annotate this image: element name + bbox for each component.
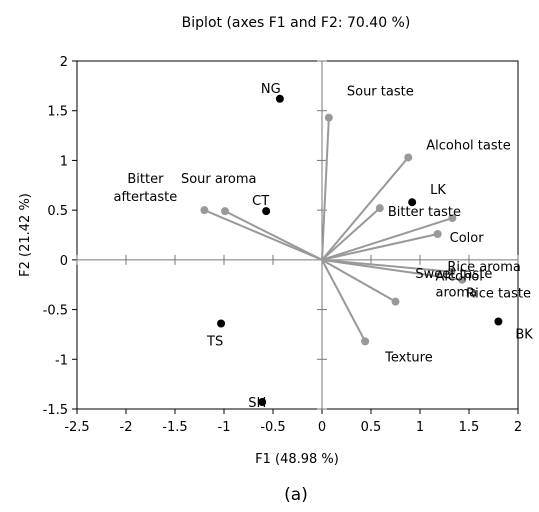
- variable-vector: [321, 258, 463, 281]
- x-tick-label: -2: [120, 420, 133, 435]
- sample-point: [262, 207, 271, 216]
- variable-vector: [321, 258, 452, 273]
- variable-point: [433, 230, 442, 239]
- variable-point: [391, 297, 400, 306]
- x-tick-label: -1.5: [162, 420, 187, 435]
- y-tick-label: -1: [55, 353, 68, 368]
- y-tick-label: 0: [60, 254, 68, 269]
- variable-label: Sour taste: [347, 85, 414, 100]
- sample-point: [275, 94, 284, 103]
- y-tick-label: 1: [60, 154, 68, 169]
- variable-point: [375, 204, 384, 213]
- x-tick-label: 0: [318, 420, 326, 435]
- sample-label: NG: [261, 82, 281, 97]
- y-tick-label: 1.5: [47, 105, 68, 120]
- y-tick-label: -1.5: [43, 403, 68, 418]
- sample-label: LK: [430, 183, 446, 198]
- sample-point: [217, 319, 226, 328]
- variable-label: Alcohol aroma: [436, 270, 483, 301]
- point-labels: Sour taste Alcohol taste Bitter taste Color…: [114, 82, 534, 411]
- variable-label: Bitter aftertaste: [114, 172, 178, 205]
- sample-label: TS: [206, 334, 223, 349]
- variable-point: [404, 153, 413, 162]
- variable-vector: [321, 156, 410, 261]
- x-tick-label: -2.5: [64, 420, 89, 435]
- y-tick-label: 0.5: [47, 204, 68, 219]
- variable-vector: [321, 207, 381, 261]
- chart-title: Biplot (axes F1 and F2: 70.40 %): [182, 15, 411, 31]
- variable-point: [447, 267, 456, 276]
- variable-label: Bitter taste: [388, 205, 461, 220]
- figure-caption: (a): [284, 485, 308, 505]
- sample-label: CT: [252, 194, 269, 209]
- variable-point: [200, 206, 209, 215]
- variable-point: [458, 275, 467, 284]
- variable-label: Sour aroma: [181, 172, 257, 187]
- variable-vector: [224, 210, 323, 261]
- x-axis-ticks: -2.5 -2 -1.5 -1 -0.5 0 0.5 1 1.5 2: [64, 409, 522, 435]
- sample-point: [408, 198, 417, 207]
- y-axis-ticks: -1.5 -1 -0.5 0 0.5 1 1.5 2: [43, 55, 77, 418]
- y-tick-label: 2: [60, 55, 68, 70]
- variable-vector: [321, 259, 367, 342]
- variable-vector: [204, 209, 323, 261]
- sample-label: BK: [515, 328, 533, 343]
- y-tick-label: -0.5: [43, 304, 68, 319]
- zero-axis-ticks: [76, 60, 519, 410]
- variable-point: [324, 113, 333, 122]
- variable-label: Alcohol taste: [426, 138, 510, 153]
- variable-point: [220, 207, 229, 216]
- sample-points: [217, 94, 503, 407]
- variable-label: Rice aroma: [447, 260, 521, 275]
- x-tick-label: 1.5: [459, 420, 480, 435]
- x-tick-label: -0.5: [260, 420, 285, 435]
- variable-vector: [321, 233, 438, 261]
- x-tick-label: 0.5: [361, 420, 382, 435]
- variable-point: [448, 214, 457, 223]
- y-axis-title: F2 (21.42 %): [18, 193, 33, 277]
- variable-label: Rice taste: [466, 287, 531, 302]
- plot-area: [76, 60, 519, 410]
- variable-label: Texture: [384, 350, 433, 365]
- variable-vector: [321, 217, 453, 261]
- sample-label: SH: [248, 396, 266, 411]
- variable-vector: [321, 258, 396, 303]
- x-axis-title: F1 (48.98 %): [255, 452, 339, 467]
- variable-vector: [321, 117, 330, 260]
- x-tick-label: 1: [416, 420, 424, 435]
- variable-point: [361, 337, 370, 346]
- sample-point: [258, 398, 267, 407]
- x-tick-label: 2: [514, 420, 522, 435]
- variable-vectors: [200, 113, 467, 346]
- variable-label: Color: [450, 231, 485, 246]
- variable-label: Sweet taste: [415, 267, 492, 282]
- sample-point: [494, 317, 503, 326]
- x-tick-label: -1: [218, 420, 231, 435]
